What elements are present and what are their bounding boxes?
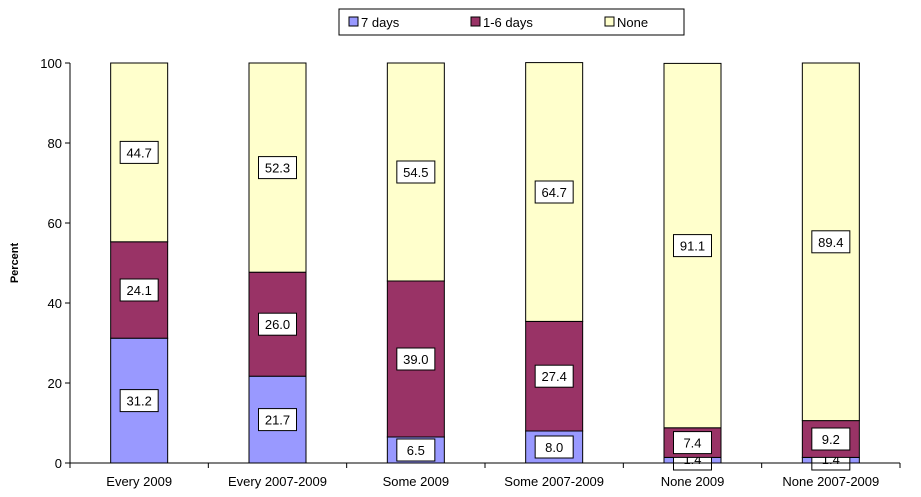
- data-label: 39.0: [403, 352, 428, 367]
- data-label-box: [258, 312, 297, 336]
- y-axis-label: Percent: [9, 242, 21, 283]
- data-label-box: [811, 427, 851, 451]
- legend-swatch: [604, 16, 615, 27]
- data-label: 8.0: [545, 440, 563, 455]
- x-tick-label: None 2007-2009: [782, 474, 879, 489]
- data-label: 24.1: [127, 283, 152, 298]
- legend-label: 7 days: [361, 15, 400, 30]
- x-tick-label: Some 2007-2009: [504, 474, 604, 489]
- data-label-box: [119, 389, 159, 413]
- x-axis: Every 2009 Every 2007-2009 Some 2009 Some 2…: [69, 462, 901, 489]
- data-label: 54.5: [403, 165, 428, 180]
- data-label-box: [673, 431, 712, 455]
- data-label-box: [258, 408, 297, 432]
- data-label: 9.2: [822, 432, 840, 447]
- data-label: 31.2: [127, 394, 152, 409]
- data-label-box: [396, 438, 436, 462]
- data-label: 52.3: [265, 161, 290, 176]
- data-label: 44.7: [127, 145, 152, 160]
- legend-box: [338, 8, 685, 36]
- data-label-box: [119, 140, 159, 164]
- legend-swatch: [348, 16, 359, 27]
- y-tick-label: 80: [48, 136, 62, 151]
- data-label: 91.1: [680, 239, 705, 254]
- data-label: 26.0: [265, 317, 290, 332]
- data-label: 89.4: [818, 235, 843, 250]
- legend-label: None: [617, 15, 648, 30]
- y-axis: 0 20 40 60 80 100: [40, 56, 71, 471]
- x-tick-label: Every 2009: [106, 474, 172, 489]
- data-label: 21.7: [265, 413, 290, 428]
- x-tick-label: Some 2009: [383, 474, 450, 489]
- data-label-box: [673, 234, 712, 258]
- data-label: 27.4: [542, 369, 567, 384]
- data-label: 7.4: [683, 436, 701, 451]
- data-label: 6.5: [407, 443, 425, 458]
- y-tick-label: 100: [40, 56, 62, 71]
- y-tick-label: 60: [48, 216, 62, 231]
- data-label-box: [811, 230, 851, 254]
- y-tick-label: 0: [55, 456, 62, 471]
- data-label-box: [396, 160, 436, 184]
- y-tick-label: 20: [48, 376, 62, 391]
- legend: 7 days 1-6 days None: [338, 8, 685, 36]
- data-label-box: [119, 278, 159, 302]
- x-tick-label: Every 2007-2009: [228, 474, 327, 489]
- bars: 31.2 24.1 44.7 21.7 26.0 52.3 6.5 39.0 54.5 8.0 27…: [110, 62, 860, 471]
- data-label-box: [396, 347, 436, 371]
- data-label: 64.7: [542, 185, 567, 200]
- x-tick-label: None 2009: [661, 474, 725, 489]
- legend-swatch: [470, 16, 481, 27]
- data-label-box: [534, 364, 574, 388]
- data-label-box: [534, 435, 574, 459]
- legend-label: 1-6 days: [483, 15, 533, 30]
- data-label-box: [534, 180, 574, 204]
- y-tick-label: 40: [48, 296, 62, 311]
- data-label-box: [258, 156, 297, 180]
